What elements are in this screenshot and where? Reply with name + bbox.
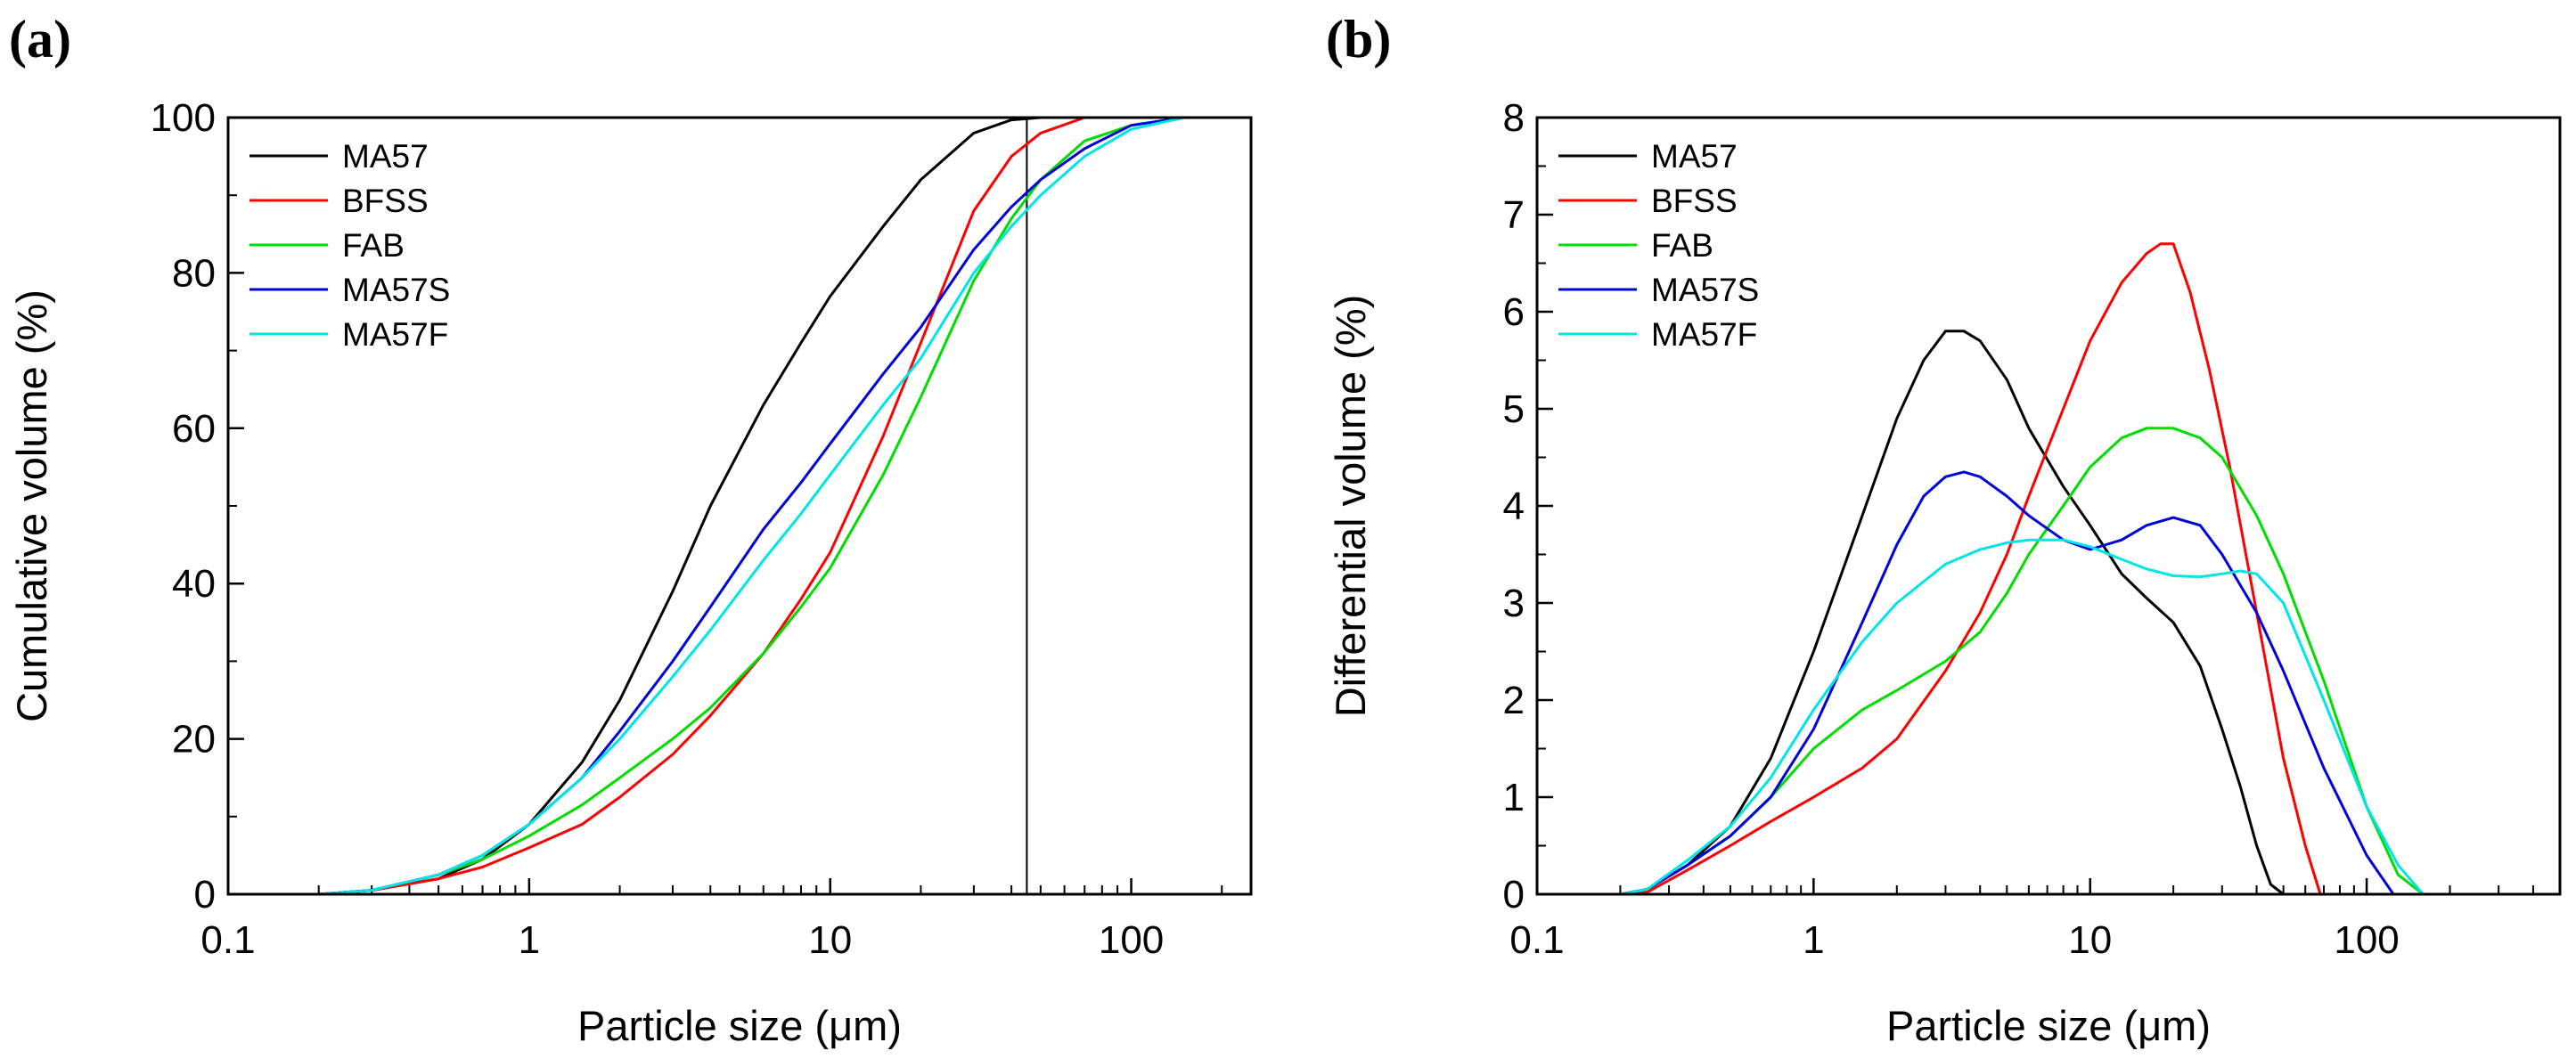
b-series-line-ma57	[1535, 330, 2562, 896]
b-y-tick-label: 4	[1503, 485, 1525, 528]
b-plot-frame	[1535, 116, 2562, 896]
b-x-tick-label: 10	[2068, 918, 2112, 962]
a-y-tick-label: 20	[172, 718, 216, 762]
b-y-tick-label: 1	[1503, 776, 1525, 819]
b-series-line-bfss	[1535, 242, 2562, 896]
a-y-axis-title: Cumulative volume (%)	[8, 289, 55, 722]
b-legend-label-ma57f: MA57F	[1651, 316, 1757, 353]
a-y-tick-label: 100	[151, 96, 216, 140]
a-series-line-fab	[226, 116, 1253, 896]
a-series-line-ma57f	[226, 116, 1253, 896]
b-y-axis-title: Differential volume (%)	[1327, 295, 1374, 718]
panel-label-a: (a)	[9, 10, 71, 69]
b-legend-label-bfss: BFSS	[1651, 183, 1738, 219]
b-legend-label-fab: FAB	[1651, 227, 1713, 264]
a-x-tick-label: 1	[519, 918, 540, 962]
b-x-tick-label: 100	[2334, 918, 2399, 962]
b-x-tick-label: 0.1	[1509, 918, 1564, 962]
b-y-tick-label: 8	[1503, 96, 1525, 140]
b-x-axis-title: Particle size (μm)	[1886, 1002, 2211, 1049]
a-x-axis-title: Particle size (μm)	[577, 1002, 902, 1049]
b-legend-label-ma57: MA57	[1651, 138, 1738, 175]
b-y-tick-label: 6	[1503, 290, 1525, 334]
a-legend-label-ma57s: MA57S	[342, 272, 450, 308]
chart-b-differential: 0.1 1 10 100 0 1 2 3 4 5 6 7 8 MA57 BFSS FAB MA57S MA57F P…	[1327, 96, 2562, 1049]
a-y-tick-label: 60	[172, 407, 216, 451]
a-legend-label-ma57: MA57	[342, 138, 429, 175]
a-plot-frame	[226, 116, 1253, 896]
b-y-tick-label: 7	[1503, 193, 1525, 237]
b-y-tick-label: 3	[1503, 582, 1525, 625]
b-series-line-ma57s	[1535, 470, 2562, 896]
panel-label-b: (b)	[1326, 10, 1391, 69]
a-legend-label-bfss: BFSS	[342, 183, 429, 219]
b-legend-label-ma57s: MA57S	[1651, 272, 1759, 308]
a-y-tick-label: 40	[172, 562, 216, 606]
b-x-tick-label: 1	[1803, 918, 1824, 962]
a-legend-label-ma57f: MA57F	[342, 316, 448, 353]
a-x-tick-label: 100	[1099, 918, 1164, 962]
b-series-line-ma57f	[1535, 538, 2562, 896]
a-y-tick-label: 0	[194, 873, 216, 916]
b-series-line-fab	[1535, 427, 2562, 896]
b-y-tick-label: 0	[1503, 873, 1525, 916]
b-y-tick-label: 2	[1503, 679, 1525, 722]
a-x-tick-label: 10	[808, 918, 852, 962]
chart-a-cumulative: 0.1 1 10 100 0 20 40 60 80 100 MA57 BFSS FAB MA57S MA5…	[8, 96, 1253, 1049]
a-x-tick-label: 0.1	[200, 918, 255, 962]
b-y-tick-label: 5	[1503, 387, 1525, 431]
a-y-tick-label: 80	[172, 251, 216, 295]
a-legend-label-fab: FAB	[342, 227, 405, 264]
